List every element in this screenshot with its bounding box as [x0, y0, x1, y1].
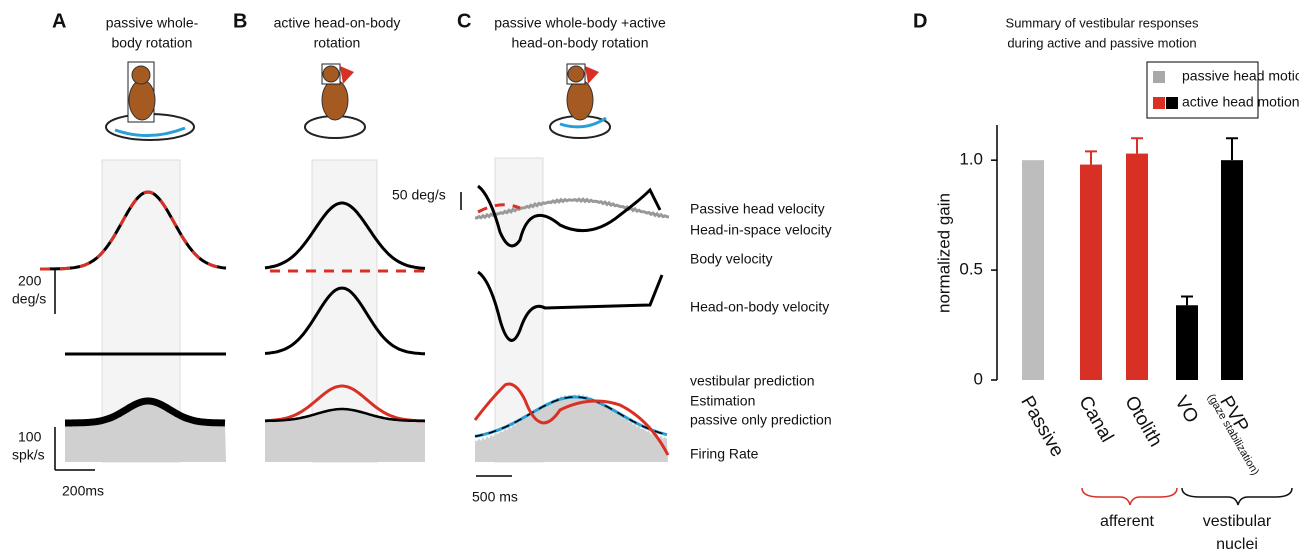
- y-tick-label: 1.0: [959, 150, 983, 169]
- bar: [1176, 305, 1198, 380]
- scale-label: deg/s: [12, 291, 46, 307]
- legend-swatch: [1166, 97, 1178, 109]
- panel-letter: D: [913, 10, 927, 32]
- panel-title: passive whole-body +active: [494, 15, 666, 31]
- panel-title: head-on-body rotation: [512, 35, 649, 51]
- group-label: afferent: [1100, 513, 1155, 530]
- chart-title: during active and passive motion: [1007, 35, 1196, 50]
- panel-title: body rotation: [112, 35, 193, 51]
- y-tick-label: 0.5: [959, 260, 983, 279]
- rate-fill: [65, 403, 226, 462]
- monkey-icon: [106, 62, 194, 140]
- scale-label: 50 deg/s: [392, 187, 446, 203]
- panel-letter: C: [457, 10, 471, 32]
- trace-label: Firing Rate: [690, 446, 759, 462]
- bar: [1126, 154, 1148, 380]
- bar: [1221, 160, 1243, 380]
- scale-label: 500 ms: [472, 489, 518, 505]
- panel-title: passive whole-: [106, 15, 199, 31]
- trace-label: Head-in-space velocity: [690, 222, 832, 238]
- scale-label: 100: [18, 429, 42, 445]
- scale-label: 200ms: [62, 483, 104, 499]
- error-bar: [1131, 138, 1143, 153]
- panel-title: rotation: [314, 35, 361, 51]
- legend-label: passive head motion: [1182, 68, 1299, 84]
- legend-swatch: [1153, 97, 1165, 109]
- figure: 200 deg/s 100 spk/s 200ms 50 deg/s 500 m…: [0, 0, 1299, 554]
- bar: [1022, 160, 1044, 380]
- trace-label: Passive head velocity: [690, 201, 825, 217]
- x-tick-label: Otolith: [1120, 393, 1166, 451]
- trace-label: passive only prediction: [690, 412, 832, 428]
- bar: [1080, 165, 1102, 380]
- panel-letter: A: [52, 10, 66, 32]
- error-bar: [1085, 151, 1097, 164]
- error-bar: [1181, 296, 1193, 305]
- trace-label: Body velocity: [690, 251, 772, 267]
- x-tick-label: Canal: [1074, 393, 1117, 447]
- trace-label: Estimation: [690, 393, 755, 409]
- monkey-icon: [550, 64, 610, 138]
- scale-label: spk/s: [12, 447, 45, 463]
- brace: [1082, 488, 1292, 505]
- group-label: vestibular: [1203, 513, 1272, 530]
- y-axis-label: normalized gain: [934, 193, 953, 313]
- panel-letter: B: [233, 10, 247, 32]
- trace-label: Head-on-body velocity: [690, 299, 829, 315]
- chart-title: Summary of vestibular responses: [1006, 15, 1199, 30]
- x-tick-label: Passive: [1016, 393, 1067, 461]
- legend-swatch: [1153, 71, 1165, 83]
- legend-label: active head motion: [1182, 94, 1299, 110]
- x-tick-label: VO: [1170, 393, 1202, 427]
- group-label: nuclei: [1216, 536, 1258, 553]
- error-bar: [1226, 138, 1238, 160]
- trace-label: vestibular prediction: [690, 373, 815, 389]
- y-tick-label: 0: [974, 369, 983, 388]
- panel-title: active head-on-body: [274, 15, 401, 31]
- monkey-icon: [305, 64, 365, 138]
- scale-label: 200: [18, 273, 42, 289]
